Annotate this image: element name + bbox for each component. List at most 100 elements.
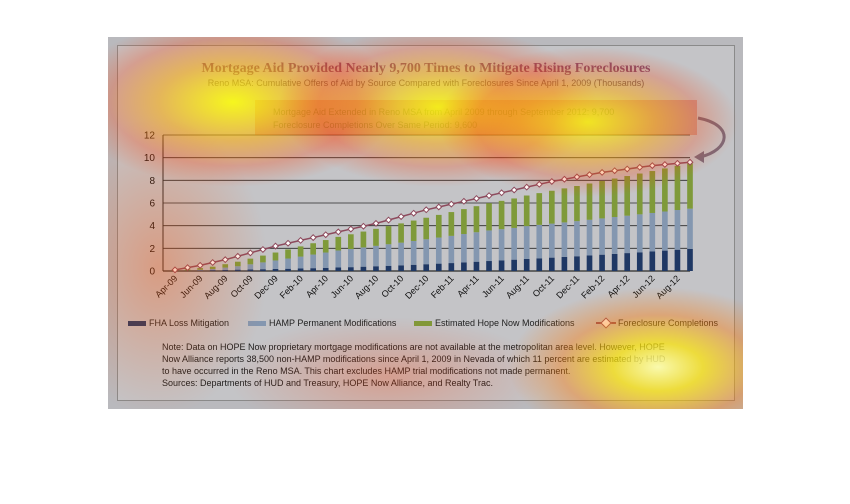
bar-fha <box>297 268 304 271</box>
legend-label-fha: FHA Loss Mitigation <box>149 318 230 328</box>
bar-hamp <box>360 247 367 267</box>
foreclosure-point <box>184 264 192 272</box>
bar-fha <box>574 256 580 271</box>
bar-fha <box>561 256 568 271</box>
bar-hope <box>486 203 492 231</box>
bar-hamp <box>586 219 593 256</box>
note-line-1: Note: Data on HOPE Now proprietary mortg… <box>162 342 665 352</box>
x-tick-label: Apr-11 <box>455 273 481 299</box>
bar-fha <box>398 265 404 271</box>
bar-hamp <box>599 218 605 255</box>
note-line-4: Sources: Departments of HUD and Treasury… <box>162 378 493 388</box>
bar-hamp <box>348 249 354 268</box>
bar-hamp <box>448 235 455 264</box>
legend-item-hope: Estimated Hope Now Modifications <box>414 318 575 328</box>
chart-title: Mortgage Aid Provided Nearly 9,700 Times… <box>201 61 651 76</box>
bar-hope <box>662 168 668 212</box>
bar-hope <box>586 183 593 220</box>
foreclosure-point <box>673 159 681 167</box>
bar-hamp <box>611 217 618 254</box>
bar-hamp <box>674 210 681 250</box>
x-tick-label: Aug-11 <box>504 273 531 300</box>
bar-hamp <box>310 254 316 269</box>
bar-fha <box>385 265 392 271</box>
x-tick-label: Aug-12 <box>654 273 682 301</box>
foreclosure-point <box>435 203 443 211</box>
foreclosure-point <box>548 177 556 185</box>
bar-hope <box>335 236 342 251</box>
bar-fha <box>649 251 656 271</box>
bar-fha <box>448 263 455 271</box>
bar-hamp <box>624 215 631 254</box>
callout-arrow <box>697 116 726 159</box>
bar-hamp <box>536 224 543 259</box>
bar-fha <box>461 262 467 271</box>
bar-fha <box>272 268 279 271</box>
legend-swatch-fha <box>128 320 146 326</box>
bar-hope <box>222 264 229 268</box>
bar-hope <box>448 212 455 236</box>
bar-hope <box>373 228 379 246</box>
bar-hamp <box>498 229 505 261</box>
bar-hope <box>611 178 618 218</box>
x-tick-label: Jun-10 <box>329 273 356 300</box>
x-tick-label: Dec-09 <box>252 273 280 301</box>
bar-fha <box>687 248 693 271</box>
bar-hamp <box>335 250 342 268</box>
bar-hope <box>310 243 316 255</box>
foreclosure-point <box>209 258 217 267</box>
foreclosure-point <box>347 225 355 233</box>
x-tick-label: Dec-10 <box>403 273 431 301</box>
bar-fha <box>511 259 517 271</box>
bar-fha <box>197 270 203 271</box>
foreclosure-point <box>535 180 543 188</box>
bar-hamp <box>373 245 379 267</box>
foreclosure-point <box>297 236 305 244</box>
bar-hope <box>561 188 568 223</box>
bar-fha <box>498 260 505 271</box>
bar-fha <box>260 269 266 271</box>
x-tick-label: Jun-11 <box>480 273 506 299</box>
bar-fha <box>360 266 367 271</box>
bar-hamp <box>260 262 266 270</box>
bar-hope <box>348 234 354 250</box>
foreclosure-point <box>611 167 619 175</box>
bar-hamp <box>385 244 392 266</box>
foreclosure-point <box>309 234 317 242</box>
foreclosure-point <box>648 162 656 170</box>
x-tick-label: Apr-09 <box>153 273 179 299</box>
bar-hamp <box>523 226 530 259</box>
bar-hope <box>549 190 555 224</box>
bar-fha <box>335 267 342 271</box>
bar-hope <box>360 231 367 248</box>
bar-hope <box>473 206 480 233</box>
bar-hamp <box>209 268 216 271</box>
foreclosure-point <box>523 183 531 191</box>
bar-hamp <box>574 221 580 257</box>
x-tick-label: Aug-09 <box>202 273 230 301</box>
legend-label-hope: Estimated Hope Now Modifications <box>435 318 575 328</box>
foreclosure-point <box>196 261 204 269</box>
bar-fha <box>636 252 643 271</box>
bar-hope <box>636 173 643 215</box>
bar-fha <box>310 268 316 271</box>
bar-fha <box>423 264 430 271</box>
bar-hope <box>234 261 241 267</box>
bar-hope <box>536 193 543 225</box>
foreclosure-point <box>447 200 455 208</box>
foreclosure-point <box>586 171 594 179</box>
bar-fha <box>247 269 254 271</box>
foreclosure-point <box>510 186 518 194</box>
summary-callout: Mortgage Aid Extended in Reno MSA from A… <box>255 100 697 135</box>
bar-hope <box>398 223 404 243</box>
bar-hope <box>498 200 505 230</box>
bar-hope <box>649 171 656 213</box>
bar-fha <box>234 269 241 271</box>
y-tick-label: 8 <box>149 176 155 187</box>
bar-hope <box>209 266 216 269</box>
y-tick-label: 4 <box>149 221 155 232</box>
bar-fha <box>322 267 329 271</box>
x-tick-label: Jun-12 <box>630 273 657 300</box>
bar-fha <box>285 268 291 271</box>
bar-hope <box>385 226 392 245</box>
